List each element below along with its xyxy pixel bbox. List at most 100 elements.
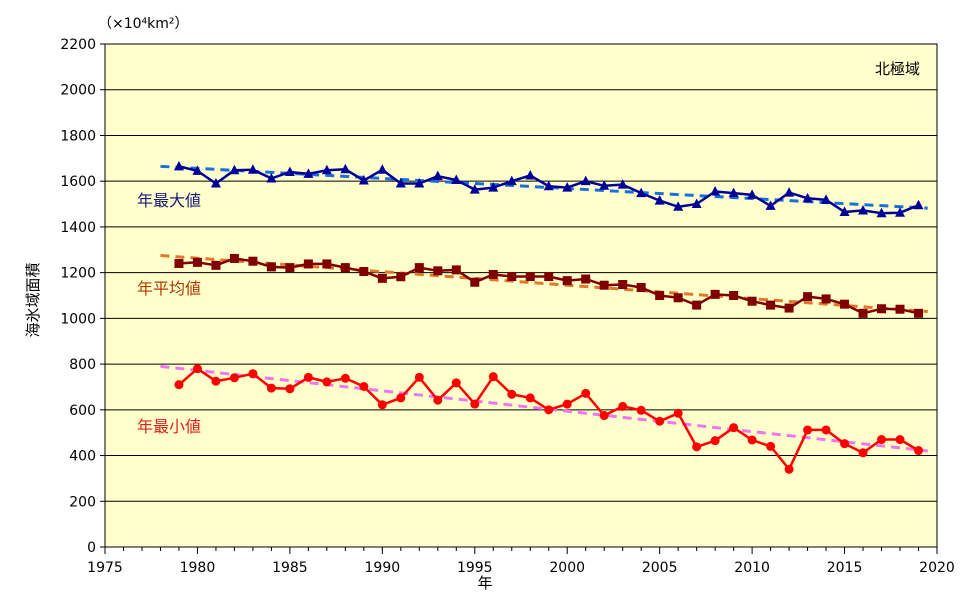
data-point-min [340, 373, 350, 383]
data-point-max [654, 195, 665, 205]
data-point-min [673, 408, 683, 418]
data-point-max [858, 204, 869, 215]
data-point-max [321, 164, 332, 175]
data-point-mean [877, 304, 887, 314]
data-point-max [192, 165, 203, 175]
data-point-mean [729, 291, 739, 300]
grid-lines [105, 89, 937, 502]
x-tick-label: 2000 [549, 560, 585, 576]
data-point-min [544, 405, 554, 415]
data-point-max [229, 164, 240, 175]
series-label-min: 年最小値 [137, 417, 201, 436]
data-point-max [913, 199, 924, 210]
data-point-min [433, 395, 443, 405]
data-point-mean [895, 304, 905, 314]
data-point-mean [803, 292, 813, 302]
data-point-mean [840, 299, 850, 309]
data-point-min [599, 411, 609, 421]
data-point-max [784, 187, 795, 197]
x-tick-label: 2015 [827, 560, 863, 576]
data-point-mean [488, 269, 498, 279]
data-point-min [266, 383, 276, 393]
data-point-max [210, 177, 221, 188]
data-point-mean [581, 274, 591, 284]
data-point-max [765, 200, 776, 210]
data-point-min [285, 384, 295, 394]
data-point-min [488, 372, 498, 382]
x-tick-label: 2020 [919, 560, 955, 576]
data-point-mean [303, 259, 313, 269]
data-point-mean [544, 272, 554, 282]
data-point-max [691, 198, 702, 209]
y-axis-title: 海氷域面積 [24, 262, 42, 337]
unit-label: （×10⁴km²） [98, 16, 189, 32]
x-tick-label: 2010 [734, 560, 770, 576]
data-point-min [747, 435, 757, 445]
data-point-mean [285, 263, 295, 273]
y-tick-label: 800 [69, 357, 96, 373]
data-point-min [729, 423, 739, 433]
data-point-max [543, 180, 554, 191]
data-point-max [525, 169, 536, 180]
data-point-mean [914, 308, 924, 318]
data-point-mean [192, 257, 202, 267]
data-point-min [303, 372, 313, 382]
data-point-min [562, 399, 572, 409]
data-point-min [784, 464, 794, 474]
data-point-max [340, 163, 351, 174]
data-point-mean [821, 294, 831, 304]
data-point-max [488, 182, 499, 192]
y-tick-label: 1800 [60, 128, 96, 144]
data-point-mean [562, 276, 572, 286]
data-point-min [192, 364, 202, 374]
data-point-min [914, 446, 924, 456]
data-point-mean [599, 280, 609, 290]
y-tick-label: 1200 [60, 266, 96, 282]
data-point-mean [858, 308, 868, 318]
data-point-min [821, 425, 831, 435]
data-point-mean [507, 272, 517, 282]
data-point-mean [525, 272, 535, 282]
region-label: 北極域 [875, 60, 920, 78]
data-point-max [247, 164, 258, 174]
data-point-max [451, 174, 462, 185]
data-point-min [858, 448, 868, 458]
data-point-max [728, 187, 739, 198]
data-point-mean [322, 259, 332, 269]
data-point-min [766, 441, 776, 451]
data-point-mean [618, 280, 628, 290]
x-tick-label: 2005 [642, 560, 678, 576]
data-point-max [821, 194, 832, 204]
data-point-min [618, 401, 628, 411]
data-point-min [451, 378, 461, 388]
x-tick-label: 1980 [180, 560, 216, 576]
data-point-min [507, 389, 517, 399]
data-point-mean [229, 253, 239, 263]
data-point-min [248, 369, 258, 379]
data-point-max [506, 175, 517, 186]
data-point-max [395, 177, 406, 188]
data-point-mean [655, 291, 665, 300]
data-point-max [303, 168, 314, 178]
data-point-mean [340, 263, 350, 273]
y-tick-label: 1600 [60, 174, 96, 190]
y-tick-label: 200 [69, 494, 96, 510]
x-tick-label: 1985 [272, 560, 308, 576]
data-point-min [636, 405, 646, 415]
data-point-mean [784, 303, 794, 313]
data-point-max [617, 179, 628, 189]
x-tick-label: 1995 [457, 560, 493, 576]
series-label-max: 年最大値 [137, 191, 201, 210]
y-tick-label: 2200 [60, 37, 96, 53]
data-point-mean [673, 293, 683, 303]
data-point-min [174, 380, 184, 390]
data-point-min [895, 435, 905, 445]
data-point-max [358, 174, 369, 185]
series-markers [173, 160, 924, 474]
plot-background [105, 44, 937, 547]
data-point-max [747, 189, 758, 199]
trend-line-min [160, 364, 928, 453]
data-point-mean [710, 289, 720, 299]
data-point-min [414, 372, 424, 382]
